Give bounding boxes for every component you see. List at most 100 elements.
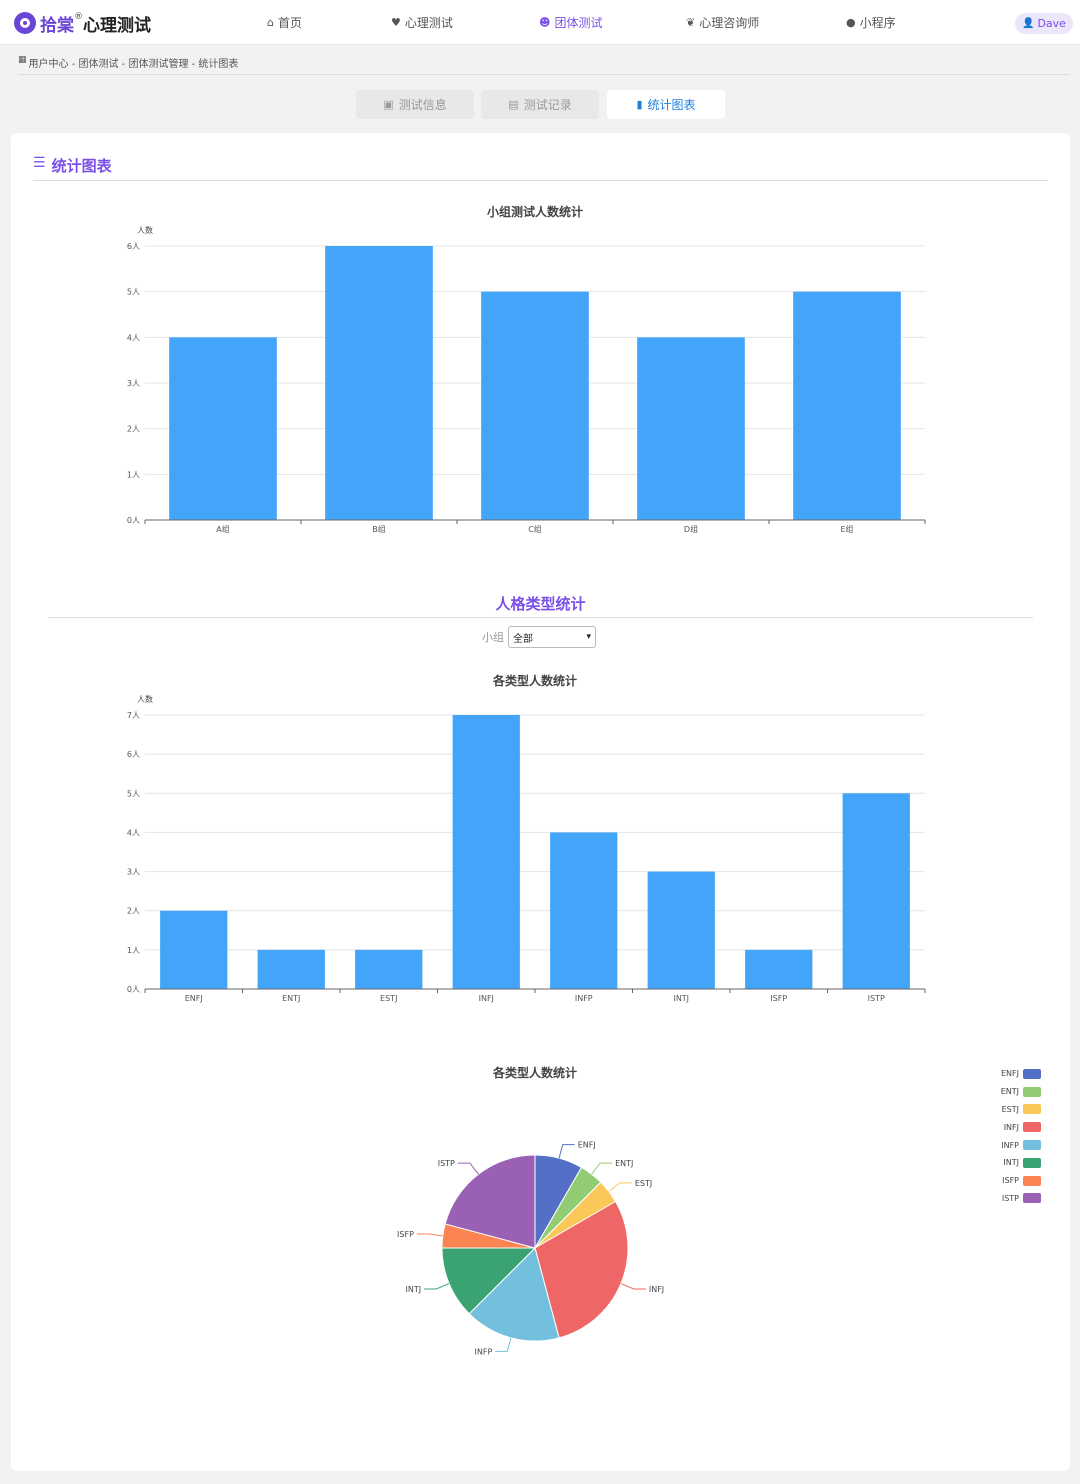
chevron-down-icon: ▾ <box>586 632 591 642</box>
nav-consultant-label: 心理咨询师 <box>699 16 760 30</box>
legend-label: ISTP <box>1001 1193 1019 1203</box>
legend-item-ISTP[interactable]: ISTP <box>961 1190 1041 1208</box>
type-chart-bar-INFP <box>550 832 618 989</box>
type-chart-x-tick-label: ENTJ <box>282 994 300 1003</box>
group-chart-y-axis-label: 人数 <box>137 225 153 235</box>
legend-item-ENTJ[interactable]: ENTJ <box>961 1083 1041 1101</box>
heart-icon: ♥ <box>391 16 401 29</box>
pie-slice-label: ISFP <box>397 1230 414 1239</box>
legend-swatch <box>1023 1157 1041 1168</box>
main-card: ☰ 统计图表 小组测试人数统计 人数 0人 1人 2人 3人 4人 5人 6人 A组 B组 C组 D组… <box>11 133 1070 1471</box>
legend-item-INTJ[interactable]: INTJ <box>961 1154 1041 1172</box>
tab-test-info[interactable]: ▣ 测试信息 <box>356 90 474 119</box>
user-menu-button[interactable]: 👤 Dave <box>1015 13 1073 34</box>
group-chart-y-tick-label: 3人 <box>127 379 140 388</box>
type-chart-y-tick-label: 3人 <box>127 868 140 877</box>
info-icon: ▣ <box>383 98 394 111</box>
logo-text: 心理测试 <box>83 15 151 36</box>
group-filter: 小组 全部 ▾ <box>482 626 596 648</box>
tab-test-records[interactable]: ▤ 测试记录 <box>481 90 599 119</box>
type-pie-chart: ENFJ ENTJ ESTJ INFJ INFP INTJ ISFP ISTP <box>397 1141 664 1357</box>
pie-leader-line <box>457 1162 479 1175</box>
legend-label: ISFP <box>1002 1176 1019 1186</box>
legend-label: INFJ <box>1003 1122 1019 1132</box>
nav-group-test[interactable]: ☻ 团体测试 <box>539 14 602 31</box>
group-filter-label: 小组 <box>482 631 504 644</box>
logo-registered-mark: ® <box>74 12 83 22</box>
group-chart-y-tick-label: 2人 <box>127 425 140 434</box>
type-bar-chart: 人数 0人 1人 2人 3人 4人 5人 6人 7人 ENFJ ENTJ ESTJ INFJ INFP IN… <box>127 694 926 1003</box>
pie-leader-line <box>495 1337 512 1352</box>
legend-label: ESTJ <box>1001 1104 1019 1114</box>
pie-leader-line <box>558 1144 575 1159</box>
logo-brand: 拾棠 <box>40 15 74 36</box>
type-chart-bar-ESTJ <box>355 949 423 989</box>
group-chart-bar-E组 <box>793 291 901 520</box>
group-chart-y-tick-label: 1人 <box>127 470 140 479</box>
pie-leader-line <box>424 1283 450 1290</box>
nav-consultant[interactable]: ❦ 心理咨询师 <box>686 14 759 31</box>
nav-home[interactable]: ⌂ 首页 <box>267 14 302 31</box>
top-nav-bar: 拾棠 ® 心理测试 ⌂ 首页 ♥ 心理测试 ☻ 团体测试 ❦ 心理咨询师 ● 小… <box>0 0 1080 45</box>
group-chart-y-tick-label: 4人 <box>127 333 140 342</box>
group-chart-x-tick-label: D组 <box>684 524 698 534</box>
grid-icon: ▦ <box>18 55 27 65</box>
nav-psych-test[interactable]: ♥ 心理测试 <box>391 14 453 31</box>
group-select-value: 全部 <box>513 633 533 645</box>
pie-slice-ISTP <box>444 1154 536 1249</box>
group-chart-y-tick-label: 6人 <box>127 242 140 251</box>
breadcrumb-text: 用户中心 - 团体测试 - 团体测试管理 - 统计图表 <box>28 59 239 70</box>
nav-psych-test-label: 心理测试 <box>404 16 453 30</box>
logo[interactable]: 拾棠 ® 心理测试 <box>14 10 151 36</box>
type-chart-y-tick-label: 4人 <box>127 828 140 837</box>
group-chart-x-tick-label: A组 <box>216 524 229 534</box>
type-pie-chart-title: 各类型人数统计 <box>492 1066 577 1080</box>
pie-leader-line <box>608 1182 632 1192</box>
type-chart-y-tick-label: 7人 <box>127 711 140 720</box>
legend-swatch <box>1023 1104 1041 1115</box>
legend-swatch <box>1023 1122 1041 1133</box>
type-bar-chart-title: 各类型人数统计 <box>492 674 577 688</box>
legend-item-INFP[interactable]: INFP <box>961 1136 1041 1154</box>
pie-slice-label: ESTJ <box>635 1179 652 1188</box>
user-name: Dave <box>1037 17 1066 30</box>
type-chart-y-tick-label: 0人 <box>127 985 140 994</box>
pie-slice-INFP <box>468 1247 560 1342</box>
type-chart-x-tick-label: ISFP <box>770 994 787 1003</box>
type-chart-bar-ISTP <box>842 793 910 989</box>
legend-label: ENFJ <box>1001 1069 1019 1079</box>
group-chart-x-tick-label: E组 <box>840 524 853 534</box>
section-header: ☰ 统计图表 <box>33 155 1048 181</box>
group-bar-chart: 人数 0人 1人 2人 3人 4人 5人 6人 A组 B组 C组 D组 E组 <box>127 225 926 534</box>
legend-item-ISFP[interactable]: ISFP <box>961 1172 1041 1190</box>
group-chart-bar-A组 <box>169 337 277 520</box>
group-icon: ☻ <box>539 16 551 29</box>
group-chart-x-tick-label: B组 <box>372 524 386 534</box>
type-chart-bar-INFJ <box>452 715 520 989</box>
user-icon: 👤 <box>1022 18 1035 29</box>
legend-item-ENFJ[interactable]: ENFJ <box>961 1065 1041 1083</box>
section-title: 统计图表 <box>51 157 112 175</box>
group-select[interactable]: 全部 ▾ <box>508 626 596 648</box>
legend-item-ESTJ[interactable]: ESTJ <box>961 1101 1041 1119</box>
type-chart-x-tick-label: ENFJ <box>185 994 203 1003</box>
nav-mini-program[interactable]: ● 小程序 <box>846 14 896 31</box>
legend-item-INFJ[interactable]: INFJ <box>961 1118 1041 1136</box>
tab-test-records-label: 测试记录 <box>523 98 572 112</box>
type-chart-x-tick-label: ESTJ <box>380 994 397 1003</box>
pie-slice-label: ISTP <box>438 1159 455 1168</box>
logo-mark-icon <box>14 12 36 34</box>
nav-group-test-label: 团体测试 <box>554 16 603 30</box>
legend-label: ENTJ <box>1000 1087 1019 1097</box>
pie-slice-label: INTJ <box>406 1285 422 1294</box>
type-chart-x-tick-label: INTJ <box>673 994 689 1003</box>
type-chart-y-tick-label: 1人 <box>127 946 140 955</box>
tab-statistics[interactable]: ▮ 统计图表 <box>607 90 725 119</box>
group-chart-y-tick-label: 0人 <box>127 516 140 525</box>
type-chart-bar-INTJ <box>647 871 715 989</box>
legend-label: INTJ <box>1003 1158 1019 1168</box>
tab-statistics-label: 统计图表 <box>647 98 696 112</box>
pie-slice-label: INFP <box>475 1347 493 1356</box>
type-chart-x-tick-label: INFJ <box>479 994 494 1003</box>
legend-swatch <box>1023 1140 1041 1151</box>
